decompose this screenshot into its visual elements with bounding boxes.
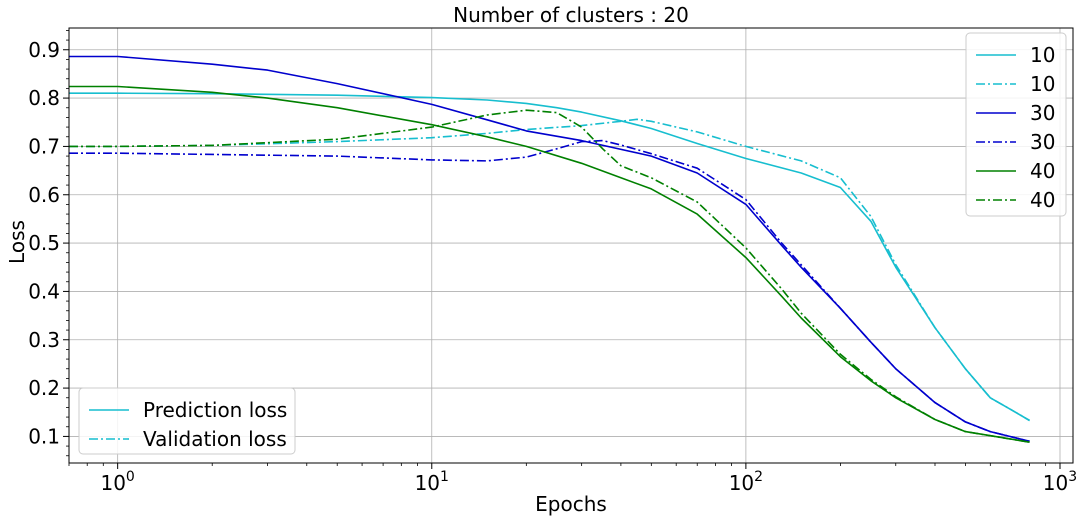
y-tick-label: 0.7 [28,134,60,158]
legend-box [78,387,296,455]
y-tick-label: 0.1 [28,424,60,448]
legend-label: 10 [1030,43,1055,67]
x-tick-label: 101 [415,469,449,495]
loss-type-legend: Prediction loss Validation loss [78,387,296,455]
y-axis-title: Loss [5,220,29,264]
y-tick-label: 0.5 [28,231,60,255]
legend-label: Validation loss [143,427,287,451]
y-tick-label: 0.6 [28,183,60,207]
legend-label: 40 [1030,188,1055,212]
series-line [69,118,1031,422]
series-line [69,85,1030,443]
y-axis-ticks: 0.1 0.2 0.3 0.4 0.5 0.6 0.7 0.8 0.9 [28,30,69,457]
series-line [69,109,1030,443]
x-axis-title: Epochs [535,492,607,516]
legend-label: 30 [1030,130,1055,154]
x-axis-ticks: 100 101 102 103 [68,463,1077,495]
y-tick-label: 0.4 [28,279,60,303]
plot-frame [68,27,1074,464]
y-tick-label: 0.8 [28,86,60,110]
y-tick-label: 0.3 [28,328,60,352]
x-tick-label: 103 [1043,469,1077,495]
legend-label: Prediction loss [143,398,287,422]
y-tick-label: 0.2 [28,376,60,400]
series-legend: 10 10 30 30 40 40 [965,32,1067,217]
legend-label: 10 [1030,72,1055,96]
legend-label: 30 [1030,101,1055,125]
chart-title: Number of clusters : 20 [453,3,689,27]
series-line [69,92,1031,422]
legend-label: 40 [1030,159,1055,183]
y-tick-label: 0.9 [28,38,60,62]
x-tick-label: 100 [100,469,134,495]
x-tick-label: 102 [729,469,763,495]
plot-series [69,55,1031,443]
